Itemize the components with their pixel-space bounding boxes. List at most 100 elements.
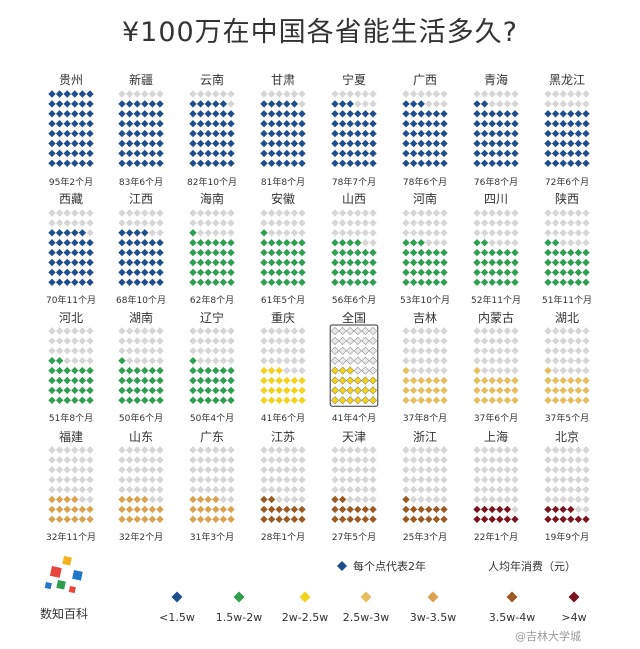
empty-dot (204, 90, 212, 98)
empty-dot (141, 337, 149, 345)
filled-dot (417, 386, 425, 395)
filled-dot (283, 268, 291, 277)
filled-dot (417, 159, 425, 167)
filled-dot (260, 239, 268, 247)
empty-dot (196, 337, 205, 345)
filled-dot (125, 139, 134, 148)
empty-dot (267, 485, 276, 494)
filled-dot (480, 505, 489, 514)
filled-dot (417, 120, 425, 128)
empty-dot (156, 357, 164, 365)
empty-dot (196, 347, 205, 355)
empty-dot (473, 90, 481, 98)
filled-dot (559, 505, 567, 514)
filled-dot (354, 258, 362, 267)
filled-dot (338, 386, 347, 395)
empty-dot (267, 327, 276, 335)
filled-dot (63, 239, 71, 247)
filled-dot (71, 90, 79, 98)
empty-dot (567, 476, 575, 484)
empty-dot (353, 336, 362, 345)
filled-dot (219, 120, 228, 128)
filled-dot (125, 396, 134, 404)
empty-dot (189, 347, 197, 355)
empty-dot (86, 229, 94, 237)
filled-dot (71, 268, 79, 277)
empty-dot (227, 485, 235, 494)
empty-dot (488, 100, 496, 108)
filled-dot (227, 505, 235, 514)
empty-dot (574, 219, 583, 227)
filled-dot (212, 268, 220, 277)
empty-dot (338, 476, 347, 484)
filled-dot (473, 100, 481, 108)
filled-dot (409, 268, 418, 277)
empty-dot (125, 456, 134, 464)
empty-dot (189, 456, 197, 464)
filled-dot (496, 120, 504, 128)
filled-dot (574, 396, 583, 404)
filled-dot (55, 386, 64, 395)
filled-dot (125, 515, 134, 523)
province-name: 辽宁 (200, 310, 224, 325)
province-duration: 61年5个月 (261, 294, 305, 306)
empty-dot (204, 229, 212, 237)
filled-dot (48, 110, 56, 118)
empty-dot (71, 327, 79, 335)
empty-dot (283, 476, 291, 484)
filled-dot (63, 396, 71, 404)
empty-dot (212, 476, 220, 484)
empty-dot (473, 495, 481, 504)
empty-dot (432, 446, 441, 454)
filled-dot (78, 149, 87, 158)
filled-dot (551, 120, 560, 128)
legend-swatch-6 (506, 591, 518, 603)
empty-dot (417, 327, 425, 335)
filled-dot (219, 110, 228, 118)
filled-dot (402, 376, 410, 385)
empty-dot (354, 229, 362, 237)
filled-dot (55, 258, 64, 267)
filled-dot (156, 100, 164, 108)
filled-dot (267, 129, 276, 138)
filled-dot (331, 129, 339, 138)
empty-dot (196, 446, 205, 454)
filled-dot (133, 396, 141, 404)
province-duration: 53年10个月 (400, 294, 450, 306)
empty-dot (511, 219, 519, 227)
filled-dot (275, 120, 283, 128)
empty-dot (567, 327, 575, 335)
empty-dot (503, 337, 512, 345)
empty-dot (574, 476, 583, 484)
filled-dot (488, 110, 496, 118)
filled-dot (189, 129, 197, 138)
filled-dot (189, 229, 197, 237)
empty-dot (330, 346, 340, 355)
empty-dot (71, 219, 79, 227)
filled-dot (227, 386, 235, 395)
filled-dot (196, 278, 205, 286)
filled-dot (118, 357, 126, 365)
empty-dot (511, 476, 519, 484)
empty-dot (432, 366, 441, 375)
province-name: 山西 (342, 192, 366, 206)
filled-dot (559, 120, 567, 128)
filled-dot (361, 120, 370, 128)
filled-dot (582, 149, 590, 158)
empty-dot (196, 219, 205, 227)
filled-dot (196, 366, 205, 375)
empty-dot (440, 90, 448, 98)
filled-dot (48, 357, 56, 365)
empty-dot (219, 209, 228, 217)
empty-dot (189, 90, 197, 98)
empty-dot (275, 219, 283, 227)
empty-dot (227, 209, 235, 217)
empty-dot (219, 337, 228, 345)
filled-dot (511, 248, 519, 257)
empty-dot (440, 456, 448, 464)
filled-dot (71, 100, 79, 108)
filled-dot (511, 139, 519, 148)
empty-dot (275, 495, 283, 504)
